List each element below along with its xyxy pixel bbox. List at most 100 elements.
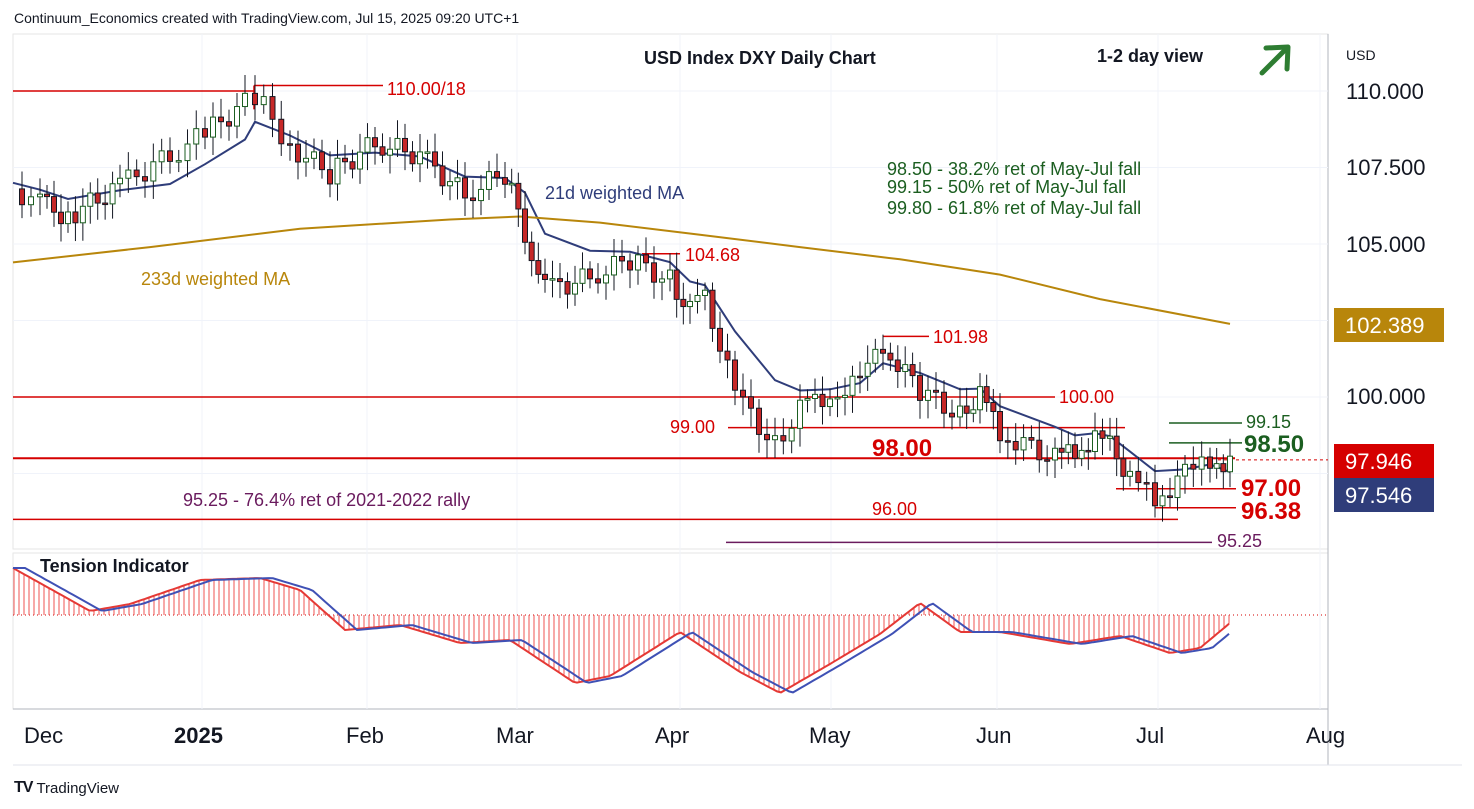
candle-down (651, 262, 657, 283)
candle-down (963, 405, 970, 414)
candle-down (44, 193, 50, 198)
badge-ma21-text: 97.546 (1345, 483, 1412, 508)
candle-up (702, 289, 708, 296)
candle-down (1143, 482, 1150, 485)
candle-down (1085, 449, 1092, 453)
candle-up (193, 128, 200, 145)
candle-down (748, 396, 754, 409)
candle-down (990, 402, 997, 413)
level-label-98: 98.00 (872, 435, 932, 462)
candle-up (478, 188, 484, 202)
candle-up (508, 182, 515, 186)
candle-down (19, 188, 25, 206)
x-tick-label: Jun (976, 723, 1011, 748)
x-tick-label: Dec (24, 723, 63, 748)
level-label-101-98: 101.98 (933, 327, 988, 347)
candle-down (226, 121, 232, 127)
candle-down (933, 389, 939, 393)
candle-down (917, 375, 923, 401)
candle-up (842, 394, 848, 398)
candle-down (1113, 435, 1120, 460)
candle-up (1213, 463, 1220, 469)
candle-up (603, 274, 609, 284)
view-label: 1-2 day view (1097, 46, 1204, 66)
candle-up (486, 171, 492, 190)
candle-up (549, 278, 556, 281)
candle-down (564, 281, 571, 295)
candle-up (635, 254, 641, 271)
candle-down (51, 196, 57, 213)
candle-down (528, 241, 535, 262)
candle-up (234, 106, 240, 127)
candle-down (1167, 495, 1173, 499)
candle-down (202, 128, 208, 138)
candle-up (957, 405, 963, 418)
candle-up (117, 177, 123, 185)
chart-attribution: Continuum_Economics created with Trading… (14, 10, 520, 26)
candle-down (409, 151, 416, 165)
candle-down (470, 197, 476, 202)
candle-down (94, 192, 101, 204)
badge-ma233: 102.389 (1334, 308, 1444, 342)
candle-up (659, 278, 665, 283)
candle-down (494, 171, 500, 179)
candle-down (1036, 439, 1043, 461)
candle-up (260, 96, 267, 106)
candle-up (37, 193, 43, 198)
tradingview-logo-icon: TV (14, 779, 33, 796)
candle-down (673, 269, 680, 300)
candle-down (764, 433, 770, 441)
candle-up (125, 169, 132, 179)
candle-up (834, 396, 841, 400)
candle-up (694, 294, 701, 302)
candle-down (432, 151, 438, 167)
level-label-96: 96.00 (872, 499, 917, 519)
candle-up (357, 151, 363, 170)
candle-down (780, 435, 787, 442)
candle-down (595, 278, 601, 284)
candle-up (1182, 463, 1188, 477)
y-tick-label: 110.000 (1346, 79, 1424, 104)
candle-down (342, 157, 348, 163)
candle-down (1044, 459, 1051, 462)
candle-down (643, 254, 649, 264)
candle-down (269, 96, 276, 120)
candle-down (857, 375, 863, 379)
candle-down (535, 260, 542, 275)
y-tick-label: 100.000 (1346, 384, 1426, 409)
candle-down (278, 118, 285, 145)
x-tick-label: Feb (346, 723, 384, 748)
candles (19, 75, 1233, 522)
candle-down (983, 386, 990, 404)
candle-down (1012, 440, 1019, 451)
candle-up (184, 143, 191, 162)
candle-down (252, 92, 258, 106)
y-tick-label: 107.500 (1346, 155, 1426, 180)
candle-up (687, 300, 693, 308)
level-label-96-38: 96.38 (1241, 498, 1301, 525)
candle-up (109, 183, 116, 205)
candle-down (1190, 463, 1197, 470)
candle-down (909, 364, 916, 377)
candle-up (394, 137, 401, 150)
badge-ma233-text: 102.389 (1345, 313, 1425, 338)
candle-down (319, 151, 325, 171)
level-label-100: 100.00 (1059, 387, 1114, 407)
tradingview-brand[interactable]: TV TradingView (14, 779, 119, 797)
candle-down (756, 407, 762, 435)
candle-up (175, 160, 182, 163)
candle-up (65, 211, 71, 225)
candle-up (1092, 430, 1098, 452)
candle-down (1120, 458, 1127, 477)
candle-down (167, 150, 173, 162)
candle-up (87, 192, 94, 207)
candle-down (402, 137, 408, 153)
x-tick-label: Apr (655, 723, 689, 748)
candle-down (724, 350, 731, 361)
candle-down (732, 359, 738, 391)
long-retracement-note: 95.25 - 76.4% ret of 2021-2022 rally (183, 490, 470, 510)
candle-down (72, 211, 79, 224)
candle-down (949, 412, 955, 418)
candle-down (880, 348, 886, 354)
